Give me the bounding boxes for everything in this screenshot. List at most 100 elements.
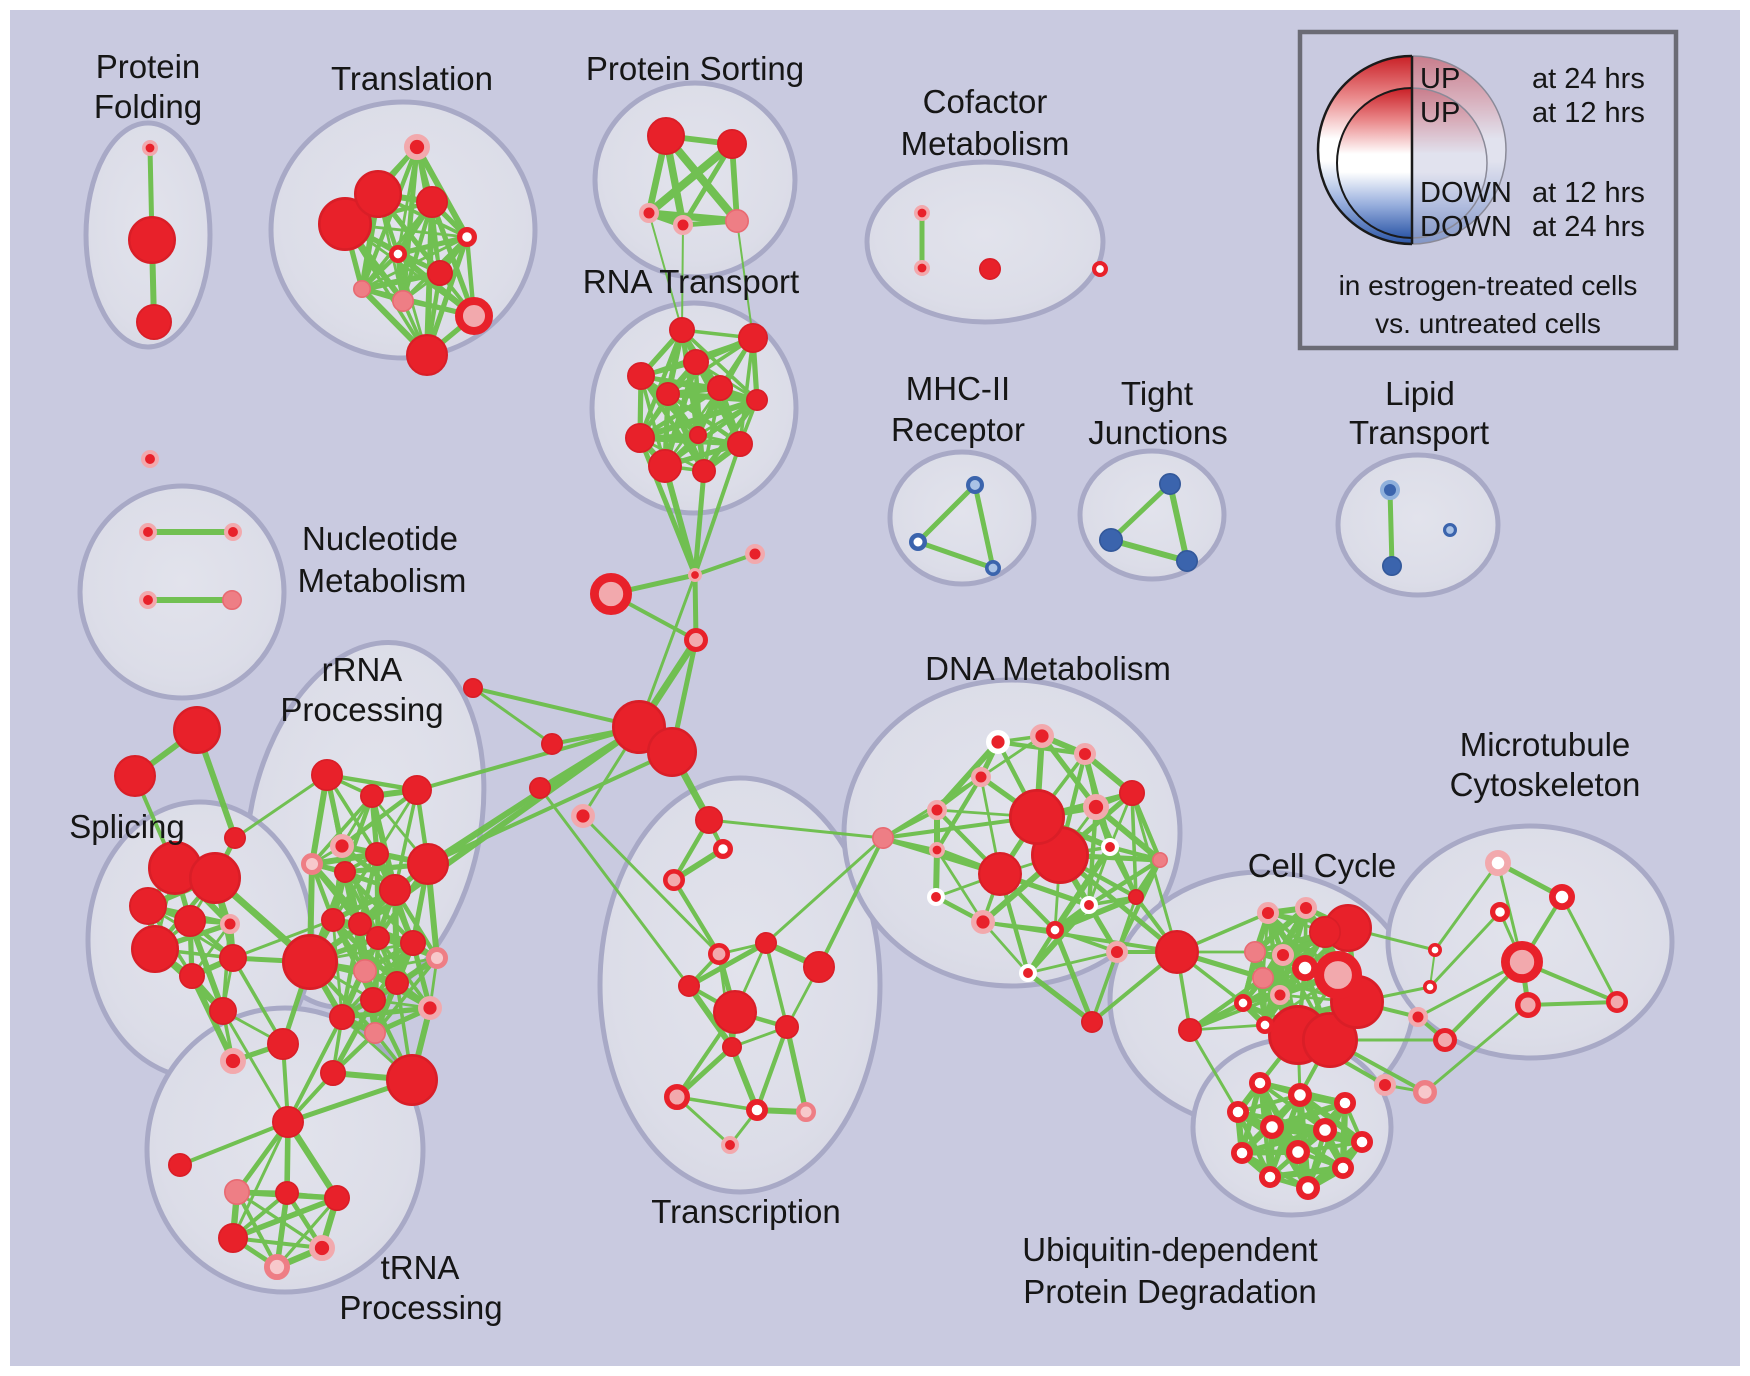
cluster-blob-cofactor-metabolism: [864, 159, 1106, 325]
edge: [1130, 791, 1179, 954]
node-tr6: [308, 1235, 335, 1262]
node-rr8: [406, 842, 449, 885]
node-tr1: [168, 1153, 193, 1178]
cluster-label-tight-junctions: Tight: [1121, 375, 1193, 412]
node-sp1: [189, 851, 242, 904]
node-rb4: [385, 1054, 438, 1107]
node-rt11: [691, 458, 716, 483]
cluster-label-lipid-transport: Transport: [1349, 414, 1489, 451]
edge: [675, 1095, 759, 1112]
node-dm12: [927, 888, 946, 907]
edge: [231, 956, 285, 1046]
node-lp2: [1442, 523, 1457, 538]
node-ch6: [540, 732, 563, 755]
node-rr15: [384, 970, 409, 995]
node-tri0: [172, 706, 221, 755]
edge: [1090, 950, 1119, 1024]
edge: [817, 836, 885, 969]
node-tx7: [663, 1083, 690, 1110]
node-dm2: [1073, 742, 1096, 765]
edge: [729, 1044, 760, 1113]
edge: [330, 997, 376, 1076]
node-tl4: [457, 227, 478, 248]
node-nm4: [222, 589, 243, 610]
node-tx8: [745, 1098, 768, 1121]
cluster-label-rrna-processing: Processing: [280, 691, 443, 728]
cluster-label-nucleotide-metabolism: Metabolism: [298, 562, 467, 599]
cluster-blob-lipid-transport: [1335, 452, 1501, 598]
node-rr0: [310, 758, 343, 791]
cluster-label-ubiquitin-degradation: Protein Degradation: [1023, 1273, 1317, 1310]
cluster-label-mhc-ii-receptor: Receptor: [891, 411, 1025, 448]
node-sp5: [130, 925, 179, 974]
node-dm13: [971, 910, 996, 935]
edge: [393, 788, 419, 892]
node-ub0: [1248, 1071, 1271, 1094]
node-tx2: [677, 974, 700, 997]
node-dm20: [1081, 1010, 1104, 1033]
node-dm0: [986, 730, 1011, 755]
edge: [1188, 1023, 1267, 1032]
edge: [1423, 1003, 1530, 1094]
edge: [233, 773, 329, 840]
node-rr11: [365, 925, 390, 950]
node-ub3: [1226, 1100, 1249, 1123]
edge: [644, 139, 737, 218]
node-lp1: [1382, 555, 1403, 576]
node-tr4: [323, 1185, 350, 1212]
node-rr2: [401, 774, 432, 805]
node-rr3: [330, 834, 355, 859]
cluster-label-protein-sorting: Protein Sorting: [586, 50, 804, 87]
edge: [979, 734, 1044, 779]
edge: [357, 851, 380, 927]
edge: [1560, 895, 1619, 1004]
legend-time-label: at 12 hrs: [1532, 177, 1645, 209]
node-sp7: [179, 962, 206, 989]
node-tri2: [224, 826, 247, 849]
cluster-blob-tight-junctions: [1077, 448, 1227, 582]
legend-outer-right-arc: [1411, 55, 1507, 245]
node-tl7: [352, 279, 371, 298]
edge: [1108, 845, 1138, 899]
node-dm19: [1019, 964, 1038, 983]
node-tl5: [388, 244, 407, 263]
node-ub1: [1287, 1082, 1312, 1107]
legend-state-label: UP: [1420, 97, 1460, 129]
node-sp3: [174, 904, 207, 937]
node-rr7: [378, 873, 411, 906]
node-tj1: [1099, 527, 1124, 552]
node-rb5: [319, 1060, 346, 1087]
node-sp6: [219, 943, 248, 972]
node-tx6: [721, 1037, 742, 1058]
cluster-label-protein-folding: Protein: [96, 48, 201, 85]
node-rr13: [426, 946, 449, 969]
node-ov0: [1408, 1007, 1428, 1027]
legend-inner-left-arc: [1336, 87, 1413, 239]
node-ps4: [724, 209, 749, 234]
cluster-label-cofactor-metabolism: Cofactor: [923, 83, 1048, 120]
node-rrH: [281, 934, 338, 991]
edge: [637, 327, 685, 441]
legend-time-label: at 24 hrs: [1532, 211, 1645, 243]
cluster-label-dna-metabolism: DNA Metabolism: [925, 650, 1171, 687]
node-ch7: [462, 677, 483, 698]
legend-caption-line: vs. untreated cells: [1375, 308, 1601, 339]
node-cc5: [1271, 943, 1294, 966]
node-cf3: [1091, 260, 1108, 277]
cluster-label-cofactor-metabolism: Metabolism: [901, 125, 1070, 162]
edge: [1239, 1127, 1328, 1156]
node-tx5: [774, 1014, 799, 1039]
node-txu0: [694, 805, 723, 834]
cluster-label-trna-processing: Processing: [339, 1289, 502, 1326]
legend-state-label: DOWN: [1420, 177, 1512, 209]
node-mh0: [966, 475, 985, 494]
node-tx3: [802, 950, 835, 983]
node-dm6: [1083, 793, 1110, 820]
edge: [363, 956, 439, 973]
node-ov1: [1433, 1028, 1458, 1053]
edge: [1026, 950, 1119, 975]
node-dm1: [1029, 724, 1054, 749]
node-rr9: [320, 907, 345, 932]
node-tl8: [391, 289, 414, 312]
